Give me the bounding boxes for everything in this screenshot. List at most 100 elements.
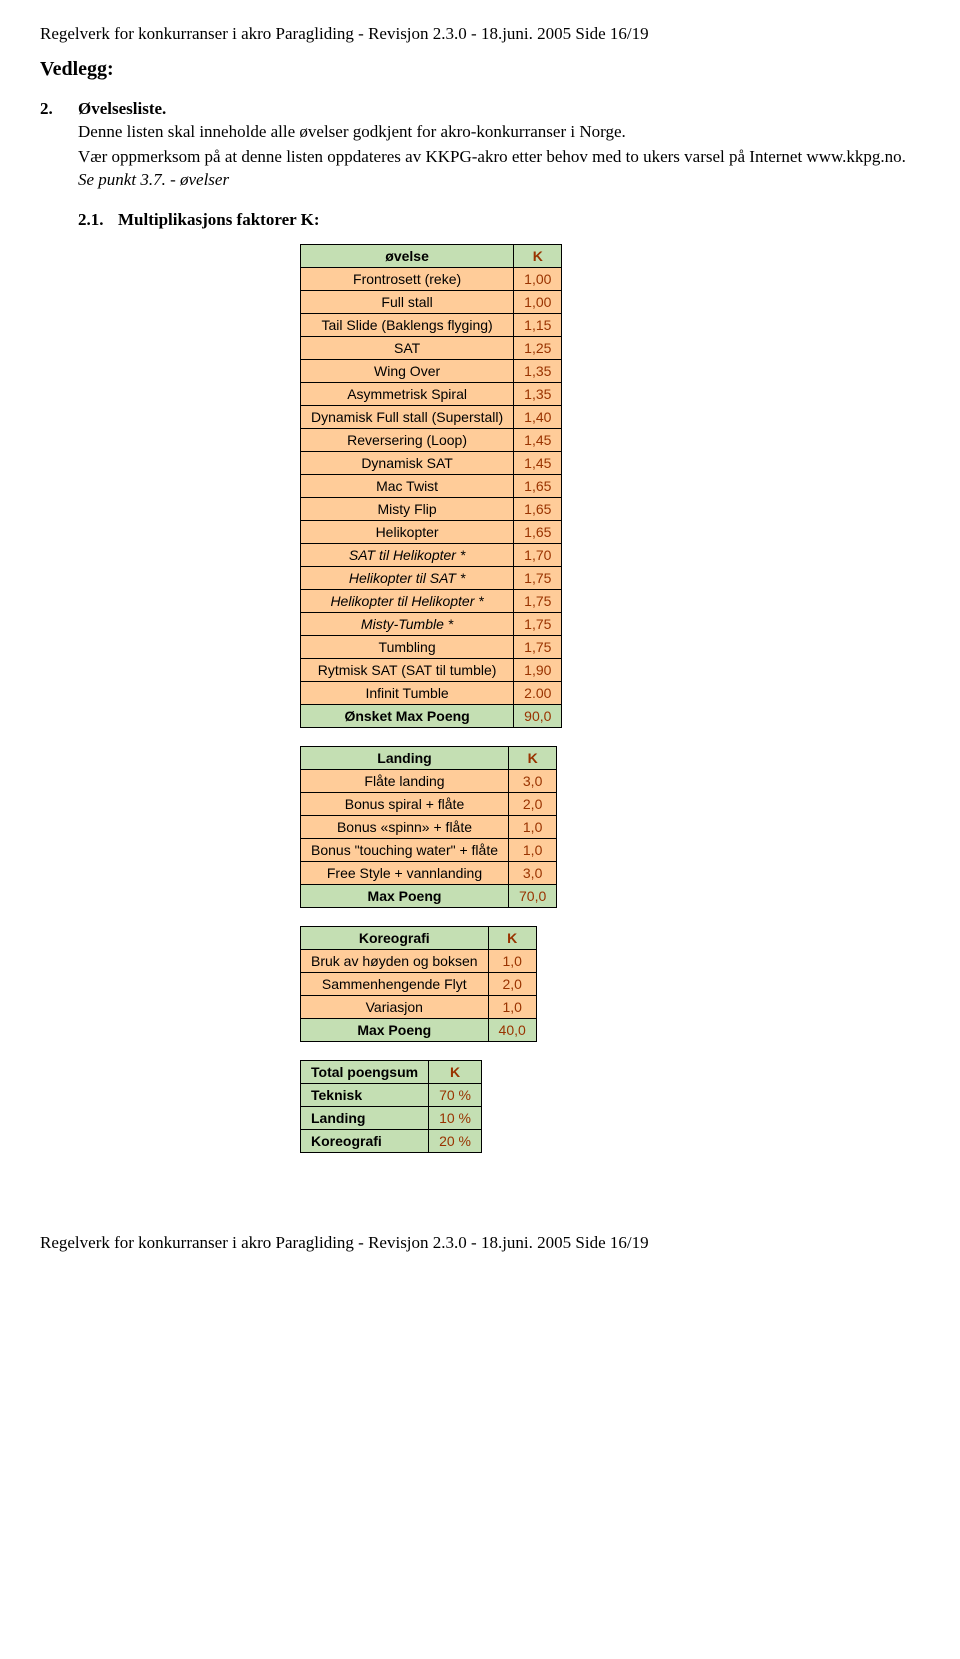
table-total: Total poengsum K Teknisk70 %Landing10 %K… — [300, 1060, 482, 1153]
table-row: Bonus «spinn» + flåte1,0 — [301, 815, 557, 838]
table-row: Dynamisk Full stall (Superstall)1,40 — [301, 405, 562, 428]
table-row: Misty Flip1,65 — [301, 497, 562, 520]
table-footer-val: 90,0 — [514, 704, 562, 727]
table-cell-label: Wing Over — [301, 359, 514, 382]
table-cell-label: Dynamisk SAT — [301, 451, 514, 474]
table-row: Bonus "touching water" + flåte1,0 — [301, 838, 557, 861]
table-row: Helikopter til Helikopter *1,75 — [301, 589, 562, 612]
table-header-col1: Koreografi — [301, 926, 489, 949]
table-footer-val: 40,0 — [488, 1018, 536, 1041]
table-cell-value: 1,90 — [514, 658, 562, 681]
table-landing: Landing K Flåte landing3,0Bonus spiral +… — [300, 746, 557, 908]
table-cell-value: 1,45 — [514, 451, 562, 474]
table-cell-label: Reversering (Loop) — [301, 428, 514, 451]
table-row: Free Style + vannlanding3,0 — [301, 861, 557, 884]
table-cell-value: 1,70 — [514, 543, 562, 566]
table-row: Frontrosett (reke)1,00 — [301, 267, 562, 290]
table-row: Teknisk70 % — [301, 1083, 482, 1106]
table-cell-label: Helikopter til Helikopter * — [301, 589, 514, 612]
table-row: Wing Over1,35 — [301, 359, 562, 382]
table-cell-value: 1,75 — [514, 589, 562, 612]
table-cell-label: Misty Flip — [301, 497, 514, 520]
table-cell-value: 1,25 — [514, 336, 562, 359]
table-cell-value: 1,65 — [514, 497, 562, 520]
table-cell-label: Bonus «spinn» + flåte — [301, 815, 509, 838]
table-cell-label: Rytmisk SAT (SAT til tumble) — [301, 658, 514, 681]
table-cell-label: Landing — [301, 1106, 429, 1129]
section-2-num: 2. — [40, 99, 78, 119]
table-cell-value: 1,65 — [514, 520, 562, 543]
table-row: Infinit Tumble2.00 — [301, 681, 562, 704]
table-cell-label: Frontrosett (reke) — [301, 267, 514, 290]
table-footer-label: Max Poeng — [301, 884, 509, 907]
table-cell-label: Dynamisk Full stall (Superstall) — [301, 405, 514, 428]
table-cell-label: Flåte landing — [301, 769, 509, 792]
para2-normal: Vær oppmerksom på at denne listen oppdat… — [78, 147, 906, 166]
table-row: Mac Twist1,65 — [301, 474, 562, 497]
table-cell-value: 70 % — [429, 1083, 482, 1106]
table-row: Rytmisk SAT (SAT til tumble)1,90 — [301, 658, 562, 681]
table-header-col2: K — [509, 746, 557, 769]
table-header-col2: K — [429, 1060, 482, 1083]
table-cell-label: Mac Twist — [301, 474, 514, 497]
table-row: Variasjon1,0 — [301, 995, 537, 1018]
table-cell-value: 1,35 — [514, 382, 562, 405]
table-cell-value: 1,75 — [514, 635, 562, 658]
table-cell-value: 10 % — [429, 1106, 482, 1129]
table-cell-label: Free Style + vannlanding — [301, 861, 509, 884]
table-cell-label: Misty-Tumble * — [301, 612, 514, 635]
table-cell-value: 1,0 — [488, 995, 536, 1018]
table-row: Tumbling1,75 — [301, 635, 562, 658]
table-row: Helikopter til SAT *1,75 — [301, 566, 562, 589]
table-cell-label: Bruk av høyden og boksen — [301, 949, 489, 972]
table-row: Asymmetrisk Spiral1,35 — [301, 382, 562, 405]
page-header: Regelverk for konkurranser i akro Paragl… — [40, 24, 920, 44]
table-row: Flåte landing3,0 — [301, 769, 557, 792]
section-2-para1: Denne listen skal inneholde alle øvelser… — [78, 121, 920, 144]
vedlegg-heading: Vedlegg: — [40, 58, 920, 81]
table-koreografi: Koreografi K Bruk av høyden og boksen1,0… — [300, 926, 537, 1042]
table-cell-value: 1,0 — [509, 815, 557, 838]
table-cell-label: Full stall — [301, 290, 514, 313]
table-cell-value: 1,35 — [514, 359, 562, 382]
table-row: Bruk av høyden og boksen1,0 — [301, 949, 537, 972]
table-footer-row: Ønsket Max Poeng 90,0 — [301, 704, 562, 727]
table-cell-label: Helikopter til SAT * — [301, 566, 514, 589]
table-footer-label: Max Poeng — [301, 1018, 489, 1041]
table-cell-value: 1,75 — [514, 566, 562, 589]
table-row: Misty-Tumble *1,75 — [301, 612, 562, 635]
table-header-row: Koreografi K — [301, 926, 537, 949]
table-ovelse: øvelse K Frontrosett (reke)1,00Full stal… — [300, 244, 562, 728]
table-cell-value: 2,0 — [509, 792, 557, 815]
table-cell-value: 1,75 — [514, 612, 562, 635]
table-cell-value: 1,15 — [514, 313, 562, 336]
table-footer-row: Max Poeng 40,0 — [301, 1018, 537, 1041]
table-header-col2: K — [514, 244, 562, 267]
table-row: Bonus spiral + flåte2,0 — [301, 792, 557, 815]
table-header-row: Total poengsum K — [301, 1060, 482, 1083]
section-2-para2: Vær oppmerksom på at denne listen oppdat… — [78, 146, 920, 192]
table-row: Full stall1,00 — [301, 290, 562, 313]
table-row: Koreografi20 % — [301, 1129, 482, 1152]
table-cell-value: 3,0 — [509, 861, 557, 884]
table-cell-value: 3,0 — [509, 769, 557, 792]
table-cell-label: Helikopter — [301, 520, 514, 543]
table-row: Dynamisk SAT1,45 — [301, 451, 562, 474]
table-cell-value: 20 % — [429, 1129, 482, 1152]
table-header-row: øvelse K — [301, 244, 562, 267]
table-row: SAT til Helikopter *1,70 — [301, 543, 562, 566]
table-cell-value: 2,0 — [488, 972, 536, 995]
table-cell-label: Teknisk — [301, 1083, 429, 1106]
section-2-1-title: Multiplikasjons faktorer K: — [118, 210, 320, 230]
table-cell-label: Sammenhengende Flyt — [301, 972, 489, 995]
table-footer-row: Max Poeng 70,0 — [301, 884, 557, 907]
table-header-row: Landing K — [301, 746, 557, 769]
table-header-col1: Landing — [301, 746, 509, 769]
table-row: Sammenhengende Flyt2,0 — [301, 972, 537, 995]
table-row: SAT1,25 — [301, 336, 562, 359]
table-cell-value: 1,40 — [514, 405, 562, 428]
table-cell-label: Bonus spiral + flåte — [301, 792, 509, 815]
table-footer-label: Ønsket Max Poeng — [301, 704, 514, 727]
section-2-title: Øvelsesliste. — [78, 99, 166, 119]
table-row: Reversering (Loop)1,45 — [301, 428, 562, 451]
